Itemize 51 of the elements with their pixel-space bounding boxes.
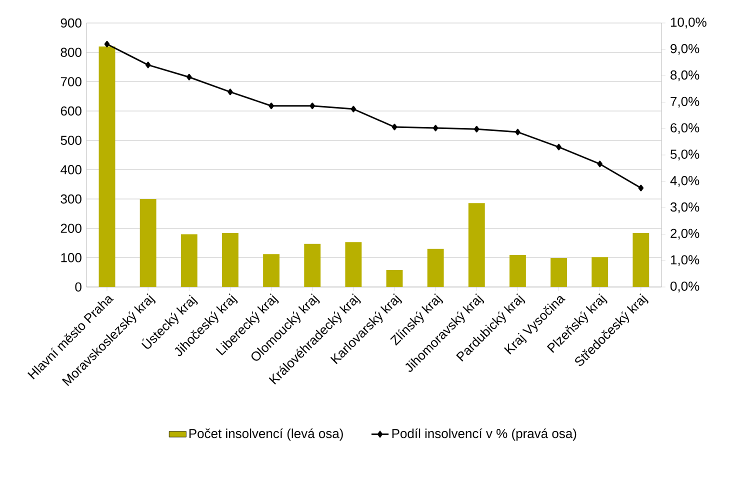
- bar: [427, 248, 444, 287]
- bar: [510, 255, 526, 287]
- bar: [98, 46, 116, 287]
- y2-tick-label: 7,0%: [670, 96, 700, 108]
- y2-tick-label: 6,0%: [670, 123, 700, 134]
- y2-tick-label: 5,0%: [670, 150, 700, 160]
- y-tick-label: 700: [60, 77, 82, 86]
- y-tick-label: 400: [60, 165, 82, 174]
- y2-tick-label: 8,0%: [670, 70, 700, 82]
- y2-tick-label: 9,0%: [670, 44, 700, 55]
- bar: [386, 270, 403, 287]
- point: [597, 160, 602, 168]
- y-tick-label: 900: [60, 18, 82, 28]
- bar: [180, 234, 198, 287]
- y2-tick-label: 3,0%: [670, 202, 700, 214]
- y2-tick-label: 0,0%: [670, 282, 700, 292]
- bar: [140, 198, 156, 287]
- point: [474, 126, 480, 132]
- y-tick-label: 200: [60, 224, 82, 233]
- point: [145, 62, 151, 68]
- point: [515, 128, 520, 136]
- bar: [468, 203, 485, 287]
- bar: [345, 242, 362, 287]
- point: [228, 88, 233, 96]
- bar: [222, 233, 238, 287]
- y2-tick-label: 10,0%: [670, 18, 706, 28]
- y-tick-label: 600: [60, 106, 82, 116]
- y-tick-label: 500: [60, 136, 82, 145]
- y2-tick-label: 4,0%: [670, 176, 700, 187]
- point: [556, 144, 562, 150]
- point: [638, 184, 644, 192]
- legend-label: Počet insolvencí (levá osa): [189, 428, 343, 441]
- bar: [632, 233, 650, 287]
- point: [392, 124, 398, 130]
- bar: [263, 254, 280, 287]
- point: [350, 106, 356, 112]
- y-tick-label: 100: [61, 253, 82, 262]
- point: [186, 74, 192, 80]
- y-tick-label: 0: [75, 282, 82, 292]
- point: [310, 102, 315, 110]
- bar: [304, 244, 321, 287]
- bar: [550, 258, 567, 287]
- legend-label: Podíl insolvencí v % (pravá osa): [392, 428, 576, 441]
- bar: [592, 257, 608, 287]
- y-tick-label: 800: [60, 48, 82, 57]
- point: [104, 40, 110, 48]
- y-tick-label: 300: [60, 194, 82, 204]
- point: [432, 124, 438, 132]
- y2-tick-label: 1,0%: [670, 255, 700, 266]
- y2-tick-label: 2,0%: [670, 228, 700, 240]
- point: [268, 102, 274, 110]
